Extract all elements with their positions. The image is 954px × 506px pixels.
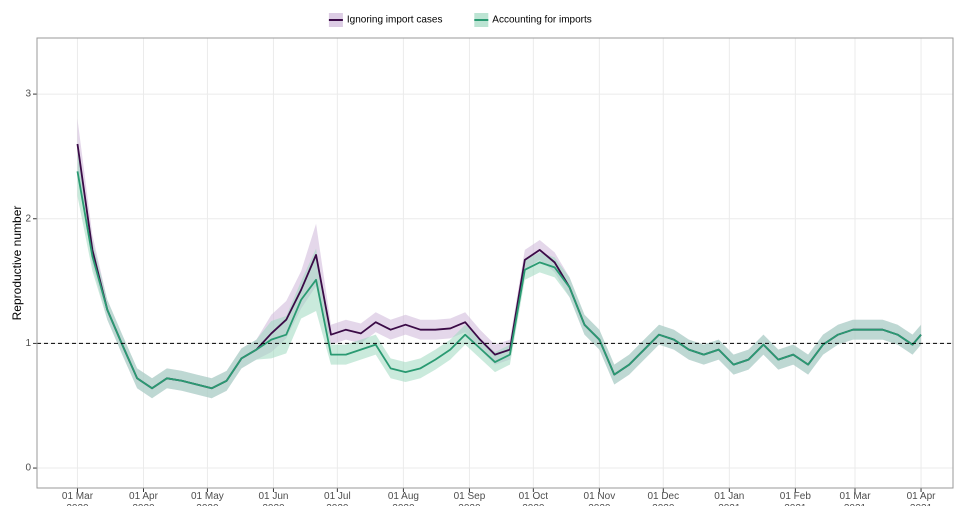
- series-line: [76, 171, 922, 390]
- x-tick-label: 01 Feb 2021: [779, 491, 811, 506]
- x-tick-label: 01 Oct 2020: [518, 491, 549, 506]
- x-tick-label: 01 Mar 2020: [61, 491, 94, 506]
- legend-label: Accounting for imports: [492, 15, 592, 26]
- x-tick-label: 01 May 2020: [191, 491, 224, 506]
- x-tick-label: 01 Jun 2020: [258, 491, 289, 506]
- y-tick-label: 0: [25, 463, 31, 474]
- x-tick-label: 01 Apr 2020: [129, 491, 158, 506]
- panel-border: [36, 37, 954, 489]
- x-tick-label: 01 Sep 2020: [453, 491, 486, 506]
- y-tick-label: 2: [25, 213, 31, 224]
- legend: Ignoring import cases Accounting for impo…: [328, 13, 592, 27]
- x-tick-label: 01 Nov 2020: [583, 491, 616, 506]
- x-tick-label: 01 Jan 2021: [714, 491, 745, 506]
- x-tick-label: 01 Aug 2020: [387, 491, 419, 506]
- legend-label: Ignoring import cases: [347, 15, 443, 26]
- x-tick-label: 01 Mar 2021: [839, 491, 871, 506]
- y-axis-label: Reproductive number: [10, 206, 24, 321]
- confidence-band: [77, 146, 922, 399]
- x-tick-label: 01 Apr 2021: [906, 491, 936, 506]
- x-tick-label: 01 Jul 2020: [324, 491, 351, 506]
- y-tick-label: 3: [25, 89, 31, 100]
- y-tick-label: 1: [25, 338, 31, 349]
- x-tick-label: 01 Dec 2020: [647, 491, 680, 506]
